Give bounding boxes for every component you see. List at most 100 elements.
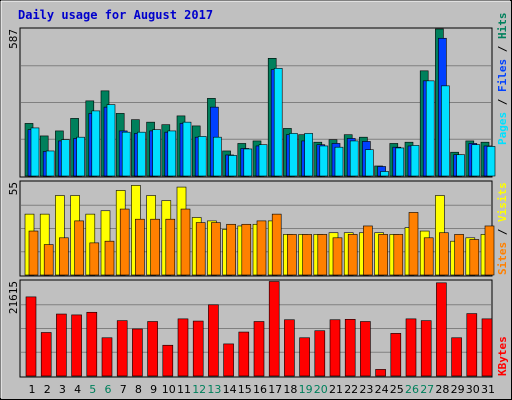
- bar-kbytes-day-16: [253, 321, 265, 377]
- bar-pages-day-30: [471, 144, 481, 177]
- bar-pages-day-14: [228, 155, 237, 177]
- day-label-8: 8: [135, 383, 142, 396]
- bar-pages-day-6: [106, 104, 116, 177]
- legend-middle: Sites / Visits: [496, 182, 509, 275]
- bar-sites-day-13: [211, 222, 221, 276]
- bar-pages-day-31: [486, 146, 496, 177]
- legend-bottom: KBytes: [496, 336, 509, 376]
- bar-kbytes-day-6: [101, 337, 113, 377]
- bar-pages-day-22: [349, 140, 359, 177]
- bar-pages-day-8: [137, 131, 146, 177]
- bar-kbytes-day-14: [223, 343, 234, 377]
- bar-kbytes-day-8: [132, 328, 143, 377]
- bar-sites-day-10: [165, 218, 176, 276]
- bar-sites-day-28: [439, 232, 449, 276]
- day-label-1: 1: [29, 383, 36, 396]
- bar-sites-day-17: [271, 213, 282, 276]
- bar-kbytes-day-11: [177, 318, 189, 377]
- bottom-max-label: 21615: [7, 281, 20, 314]
- bar-kbytes-day-13: [208, 304, 219, 377]
- bar-kbytes-day-19: [299, 337, 310, 377]
- day-label-17: 17: [268, 383, 282, 396]
- bar-sites-day-8: [135, 218, 145, 276]
- bar-kbytes-day-22: [344, 319, 356, 377]
- bar-pages-day-24: [380, 171, 389, 177]
- legend-separator: /: [496, 92, 509, 112]
- bar-pages-day-18: [289, 133, 298, 177]
- bar-sites-day-30: [469, 239, 480, 276]
- bar-sites-day-26: [408, 212, 419, 276]
- bar-sites-day-11: [180, 208, 191, 276]
- day-label-9: 9: [150, 383, 157, 396]
- bar-sites-day-25: [393, 234, 404, 276]
- bar-pages-day-5: [91, 110, 101, 177]
- bar-kbytes-day-17: [268, 281, 280, 377]
- legend-item-visits: Visits: [496, 182, 509, 222]
- bar-kbytes-day-2: [40, 332, 52, 377]
- bar-pages-day-15: [243, 148, 253, 177]
- bar-kbytes-day-3: [56, 313, 67, 377]
- bar-pages-day-20: [319, 145, 329, 177]
- day-label-29: 29: [451, 383, 465, 396]
- legend-top: Pages / Files / Hits: [496, 13, 509, 146]
- bar-pages-day-25: [395, 147, 405, 177]
- bar-sites-day-3: [59, 237, 69, 276]
- bar-kbytes-day-5: [86, 311, 98, 377]
- day-label-22: 22: [344, 383, 358, 396]
- bar-pages-day-12: [197, 136, 207, 177]
- bar-sites-day-2: [43, 244, 54, 276]
- day-label-13: 13: [207, 383, 221, 396]
- bar-sites-day-21: [332, 237, 343, 276]
- day-label-28: 28: [435, 383, 449, 396]
- bar-sites-day-22: [347, 234, 358, 276]
- day-labels: 1 2 3 4 5 6 7 8 9 10 11 12 13 14 15 16 17 18 19 20 21 22 23 24 2…: [29, 383, 496, 396]
- day-label-25: 25: [390, 383, 404, 396]
- bar-sites-day-29: [454, 234, 464, 276]
- bar-kbytes-day-29: [451, 337, 462, 377]
- bar-pages-day-1: [30, 127, 40, 177]
- day-label-12: 12: [192, 383, 206, 396]
- day-label-18: 18: [283, 383, 297, 396]
- day-label-20: 20: [314, 383, 328, 396]
- top-max-label: 587: [7, 29, 20, 49]
- bar-pages-day-3: [61, 139, 70, 177]
- legend-item-sites: Sites: [496, 242, 509, 275]
- legend-bottom-text: KBytes: [496, 336, 509, 376]
- bar-kbytes-day-18: [284, 319, 295, 377]
- bar-kbytes-day-27: [420, 320, 432, 377]
- day-label-14: 14: [223, 383, 237, 396]
- bar-sites-day-6: [104, 240, 115, 276]
- day-label-6: 6: [105, 383, 112, 396]
- bar-kbytes-day-7: [116, 320, 128, 377]
- bar-kbytes-day-9: [147, 321, 158, 377]
- bar-pages-day-7: [121, 131, 131, 177]
- chart-title: Daily usage for August 2017: [18, 8, 213, 22]
- day-label-23: 23: [359, 383, 373, 396]
- day-label-10: 10: [162, 383, 176, 396]
- day-label-26: 26: [405, 383, 419, 396]
- day-label-31: 31: [481, 383, 495, 396]
- bar-sites-day-14: [226, 223, 236, 276]
- legend-middle-text: Sites / Visits: [496, 182, 509, 275]
- bar-pages-day-13: [213, 136, 222, 177]
- day-label-3: 3: [59, 383, 66, 396]
- legends: Pages / Files / Hits Sites / Visits KBytes: [496, 13, 509, 377]
- bar-pages-day-27: [425, 80, 435, 177]
- bar-sites-day-9: [150, 218, 160, 276]
- bar-kbytes-day-26: [405, 318, 417, 377]
- bar-kbytes-day-15: [238, 331, 250, 377]
- legend-item-kbytes: KBytes: [496, 336, 509, 376]
- bar-sites-day-20: [317, 234, 328, 276]
- bar-pages-day-2: [45, 150, 55, 177]
- bar-kbytes-day-24: [375, 369, 386, 377]
- bar-sites-day-19: [302, 234, 312, 276]
- bar-kbytes-day-4: [71, 314, 82, 377]
- bar-pages-day-19: [304, 133, 313, 177]
- legend-item-hits: Hits: [496, 13, 509, 40]
- bar-kbytes-day-28: [436, 282, 447, 377]
- day-label-27: 27: [420, 383, 434, 396]
- middle-max-label: 55: [7, 182, 20, 195]
- bar-sites-day-15: [241, 223, 252, 276]
- day-label-24: 24: [375, 383, 389, 396]
